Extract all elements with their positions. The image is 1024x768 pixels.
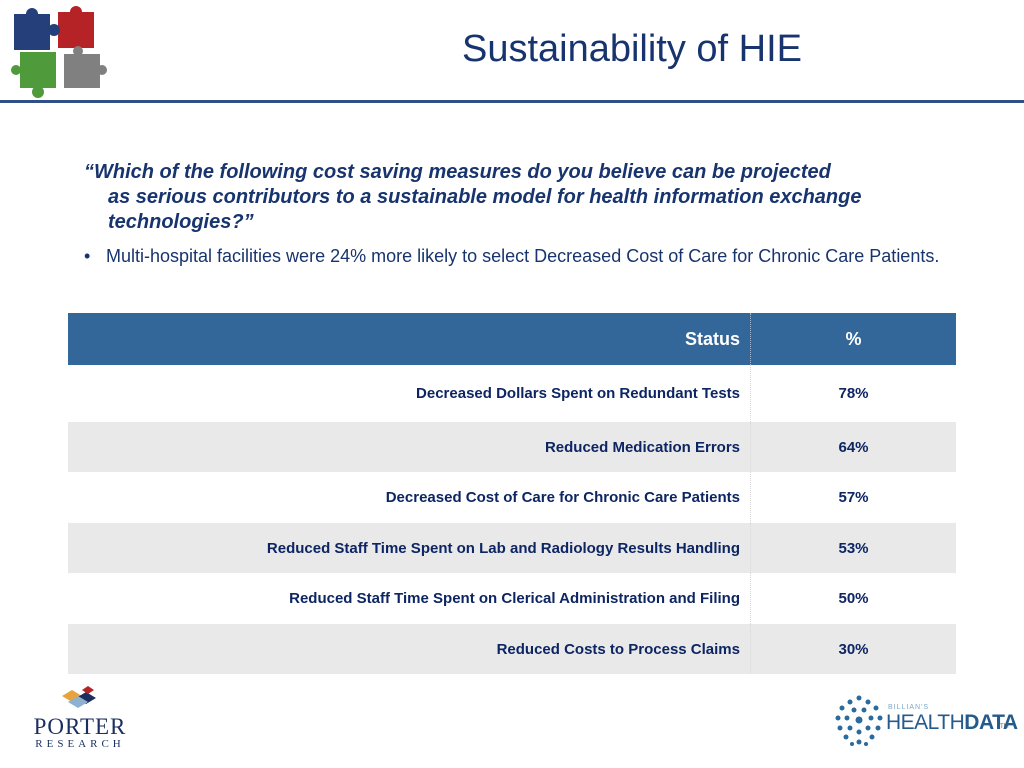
porter-sub: RESEARCH: [35, 738, 125, 750]
question-line-rest: as serious contributors to a sustainable…: [108, 186, 862, 233]
page-title: Sustainability of HIE: [461, 28, 803, 70]
header-rule: [0, 100, 1024, 103]
table-header-row: Status %: [68, 313, 956, 365]
question-line-1: “Which of the following cost saving meas…: [84, 161, 831, 183]
porter-name: PORTER: [33, 714, 127, 739]
percent-cell: 30%: [750, 624, 956, 674]
status-cell: Reduced Staff Time Spent on Clerical Adm…: [68, 573, 751, 624]
porter-research-logo: PORTER RESEARCH: [28, 686, 132, 750]
healthdata-small-text: BILLIAN'S: [888, 704, 930, 711]
bullet-icon: •: [84, 246, 91, 266]
percent-cell: 53%: [750, 523, 956, 573]
puzzle-pieces-icon: [11, 6, 107, 98]
status-cell: Reduced Medication Errors: [68, 422, 751, 472]
trademark-mark: TM: [1000, 724, 1009, 730]
status-cell: Reduced Staff Time Spent on Lab and Radi…: [68, 523, 751, 573]
table-row: Reduced Staff Time Spent on Clerical Adm…: [68, 573, 956, 624]
table-row: Decreased Dollars Spent on Redundant Tes…: [68, 365, 956, 422]
results-table: Status % Decreased Dollars Spent on Redu…: [68, 313, 956, 674]
status-cell: Reduced Costs to Process Claims: [68, 624, 751, 674]
table-row: Reduced Staff Time Spent on Lab and Radi…: [68, 523, 956, 573]
data-word: DATA: [964, 711, 1018, 734]
status-column-header: Status: [68, 313, 751, 365]
healthdata-wordmark: HEALTHDATA: [886, 711, 1018, 735]
status-cell: Decreased Dollars Spent on Redundant Tes…: [68, 365, 751, 422]
porter-cube-icon: [62, 686, 96, 708]
percent-column-header: %: [750, 313, 956, 365]
health-word: HEALTH: [886, 711, 965, 734]
percent-cell: 78%: [750, 365, 956, 422]
healthdata-logo: BILLIAN'S HEALTHDATA TM: [834, 694, 1018, 752]
percent-cell: 50%: [750, 573, 956, 624]
dot-cluster-icon: [835, 695, 883, 746]
percent-cell: 64%: [750, 422, 956, 472]
table-row: Reduced Medication Errors 64%: [68, 422, 956, 472]
status-cell: Decreased Cost of Care for Chronic Care …: [68, 472, 751, 523]
bullet-text: Multi-hospital facilities were 24% more …: [106, 246, 940, 266]
survey-question: “Which of the following cost saving meas…: [84, 160, 964, 235]
bullet-point: • Multi-hospital facilities were 24% mor…: [84, 246, 964, 267]
percent-cell: 57%: [750, 472, 956, 523]
table-row: Decreased Cost of Care for Chronic Care …: [68, 472, 956, 523]
table-row: Reduced Costs to Process Claims 30%: [68, 624, 956, 674]
